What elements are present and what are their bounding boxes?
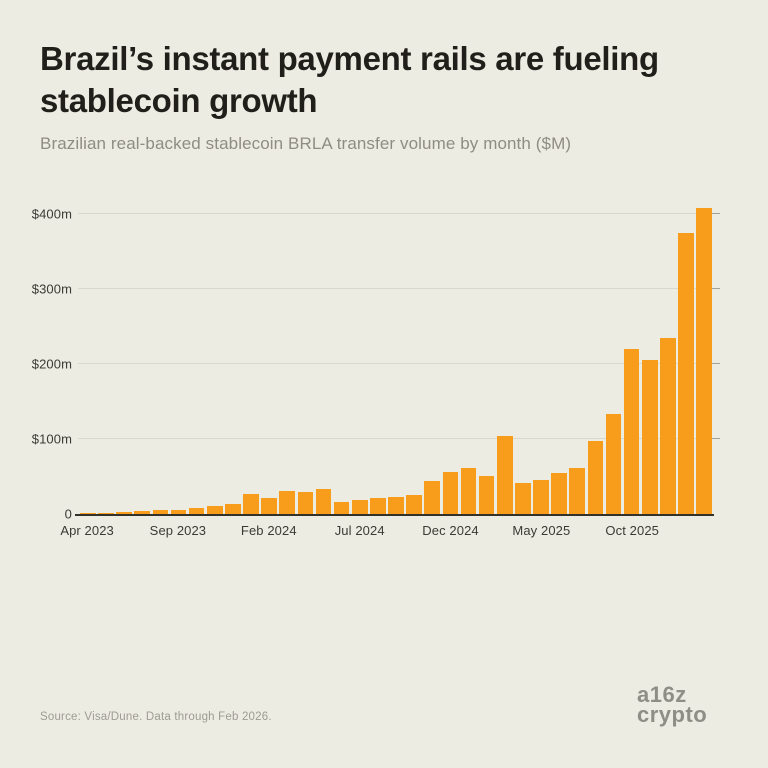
bar-jun-2024 — [333, 502, 350, 514]
x-axis-label-jul-2024: Jul 2024 — [334, 523, 385, 538]
bar-feb-2026 — [696, 208, 712, 514]
bar-apr-2023 — [80, 513, 96, 514]
bar-feb-2025 — [478, 475, 495, 514]
x-axis-label-apr-2023: Apr 2023 — [60, 523, 114, 538]
bar-feb-2024 — [261, 497, 277, 514]
x-axis-label-oct-2025: Oct 2025 — [605, 523, 659, 538]
gridline-300m — [78, 288, 720, 289]
bar-dec-2025 — [660, 337, 676, 514]
bar-jan-2026 — [678, 232, 694, 514]
bar-mar-2025 — [496, 436, 513, 514]
bar-jun-2023 — [116, 512, 132, 514]
bar-jan-2024 — [243, 493, 259, 514]
x-axis-label-dec-2024: Dec 2024 — [422, 523, 479, 538]
y-axis-label-200m: $200m — [31, 356, 72, 372]
logo-line-a16z: a16z — [637, 682, 687, 707]
source-note: Source: Visa/Dune. Data through Feb 2026… — [40, 711, 272, 723]
gridline-tick — [710, 438, 720, 439]
bar-oct-2023 — [188, 507, 205, 514]
bar-jun-2025 — [551, 472, 567, 514]
bar-mar-2024 — [279, 490, 295, 514]
a16z-crypto-logo: a16z crypto — [637, 682, 708, 727]
bar-aug-2023 — [152, 510, 169, 514]
x-axis-label-feb-2024: Feb 2024 — [240, 523, 297, 538]
y-axis-label-zero: 0 — [64, 506, 72, 522]
gridline-200m — [78, 363, 720, 364]
bar-may-2024 — [315, 488, 332, 514]
bar-jul-2023 — [134, 511, 150, 514]
x-axis-labels: Apr 2023 Sep 2023 Feb 2024 Jul 2024 Dec … — [60, 523, 714, 541]
bar-jan-2025 — [460, 468, 477, 514]
gridline-tick — [710, 213, 720, 214]
bar-aug-2024 — [370, 498, 386, 514]
bar-apr-2024 — [297, 492, 314, 514]
bar-jul-2024 — [351, 499, 368, 514]
chart-title: Brazil’s instant payment rails are fueli… — [40, 40, 659, 119]
bar-sep-2023 — [170, 509, 187, 514]
gridline-100m — [78, 438, 720, 439]
bar-sep-2024 — [388, 496, 404, 514]
bar-aug-2025 — [587, 441, 604, 514]
y-axis-label-400m: $400m — [31, 206, 72, 222]
bar-sep-2025 — [605, 413, 622, 514]
bar-dec-2024 — [442, 472, 459, 514]
bar-nov-2024 — [424, 481, 440, 514]
bar-may-2025 — [533, 480, 549, 514]
bar-nov-2023 — [206, 505, 223, 514]
bar-oct-2025 — [623, 349, 640, 514]
gridline-tick — [710, 288, 720, 289]
plot-area: $400m $300m $200m $100m 0 — [32, 199, 720, 522]
bar-jul-2025 — [569, 468, 585, 514]
chart-subtitle: Brazilian real-backed stablecoin BRLA tr… — [40, 134, 572, 153]
x-axis-label-sep-2023: Sep 2023 — [149, 523, 207, 538]
logo-line-crypto: crypto — [637, 702, 708, 727]
gridline-tick — [710, 363, 720, 364]
y-axis-label-300m: $300m — [31, 281, 72, 297]
bar-dec-2023 — [225, 503, 241, 514]
y-axis-label-100m: $100m — [31, 431, 72, 447]
x-axis-baseline — [75, 514, 714, 516]
x-axis-label-may-2025: May 2025 — [512, 523, 571, 538]
bar-nov-2025 — [641, 360, 658, 514]
bar-apr-2025 — [515, 482, 531, 514]
gridline-400m — [78, 213, 720, 214]
bar-oct-2024 — [406, 494, 422, 514]
bar-may-2023 — [98, 512, 114, 514]
bars — [80, 199, 712, 514]
